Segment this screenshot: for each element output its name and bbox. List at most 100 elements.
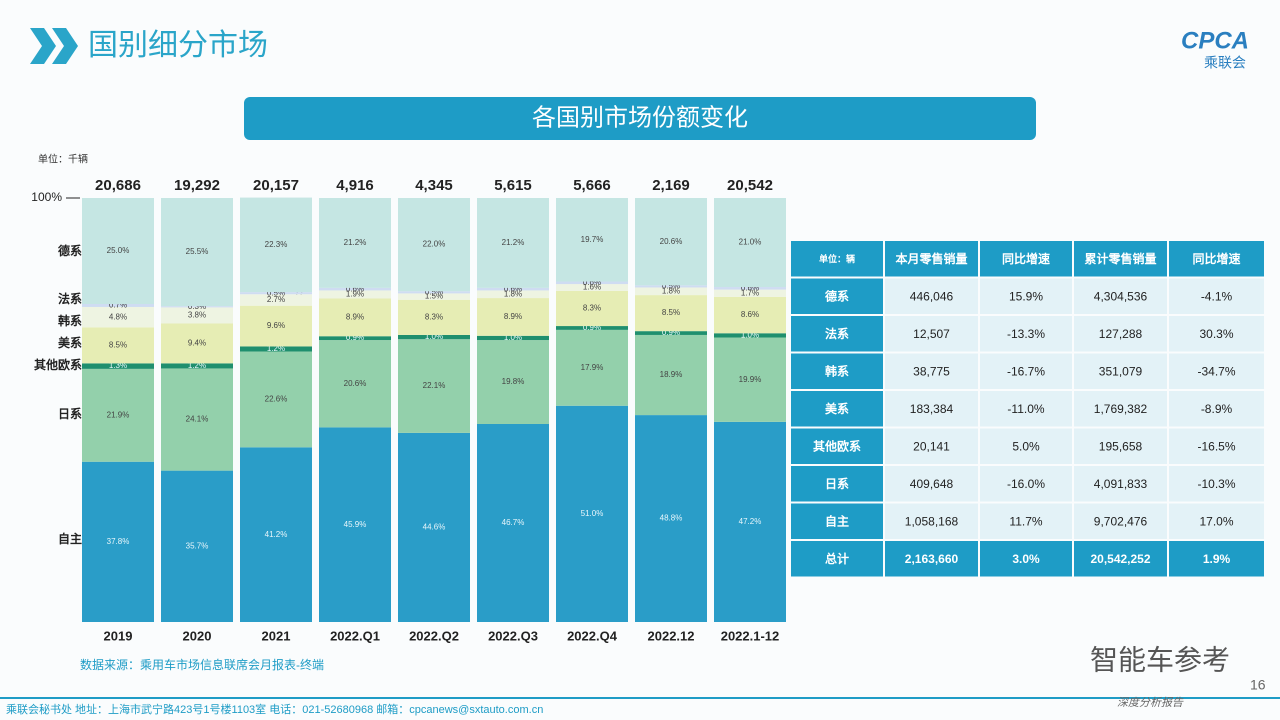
- data-label: 8.5%: [109, 340, 127, 349]
- bar-segment: [319, 287, 391, 291]
- data-label: 25.5%: [186, 247, 209, 256]
- x-tick-label: 2021: [262, 628, 291, 643]
- table-cell: [1074, 391, 1167, 427]
- bar-segment: [161, 323, 233, 364]
- x-tick-label: 2022.1-12: [721, 628, 780, 643]
- table-cell: [980, 391, 1072, 427]
- bar-segment: [714, 287, 786, 290]
- bar-segment: [161, 363, 233, 369]
- table-cell: [980, 316, 1072, 352]
- table-text: 同比增速: [1002, 251, 1050, 266]
- table-cell: [791, 503, 883, 539]
- data-label: 51.0%: [581, 509, 604, 518]
- bar-segment: [161, 198, 233, 307]
- data-label: 45.9%: [344, 520, 367, 529]
- data-label: 19.9%: [739, 375, 762, 384]
- bar-segment: [240, 294, 312, 306]
- table-text: 其他欧系: [813, 438, 861, 453]
- data-label: 0.5%: [267, 288, 285, 297]
- data-label: 9.4%: [188, 339, 206, 348]
- table-cell: [791, 241, 883, 277]
- bar-segment: [161, 307, 233, 324]
- table-text: 美系: [825, 401, 849, 416]
- bar-segment: [240, 305, 312, 347]
- table-cell: [791, 541, 883, 577]
- bar-segment: [161, 306, 233, 308]
- legend-label: 韩系: [58, 313, 82, 328]
- data-label: 0.7%: [109, 301, 127, 310]
- table-cell: [885, 428, 978, 464]
- table-text: 日系: [825, 476, 849, 491]
- table-cell: [791, 428, 883, 464]
- table-cell: [791, 391, 883, 427]
- table-cell: [980, 466, 1072, 502]
- x-tick-label: 2022.Q1: [330, 628, 380, 643]
- data-label: 0.6%: [583, 278, 601, 287]
- table-text: 本月零售销量: [895, 251, 967, 266]
- data-label: 0.5%: [662, 282, 680, 291]
- data-label: 18.9%: [660, 370, 683, 379]
- table-cell: [885, 466, 978, 502]
- table-text: 4,091,833: [1094, 477, 1148, 491]
- table-cell: [885, 241, 978, 277]
- total-label: 4,916: [336, 177, 374, 194]
- logo-sub: 乘联会: [1204, 55, 1246, 71]
- footer-report: 深度分析报告: [1117, 696, 1184, 709]
- table-cell: [1074, 353, 1167, 389]
- bar-segment: [635, 331, 707, 335]
- data-label: 22.3%: [265, 240, 288, 249]
- bar-segment: [556, 281, 628, 285]
- data-label: 1.5%: [425, 292, 443, 301]
- x-tick-label: 2022.Q2: [409, 628, 459, 643]
- table-cell: [980, 353, 1072, 389]
- table-cell: [885, 278, 978, 314]
- table-text: 409,648: [910, 477, 954, 491]
- footer-address: 乘联会秘书处 地址：上海市武宁路423号1号楼1103室 电话：021-5268…: [6, 702, 543, 716]
- y-tick-label: 100%: [31, 190, 62, 204]
- source: 数据来源：乘用车市场信息联席会月报表-终端: [80, 657, 324, 672]
- total-label: 5,615: [494, 177, 532, 194]
- table-text: -8.9%: [1201, 402, 1233, 416]
- total-label: 2,169: [652, 177, 690, 194]
- bar-segment: [556, 405, 628, 622]
- data-label: 20.6%: [660, 237, 683, 246]
- chart-title: 各国别市场份额变化: [532, 104, 748, 131]
- data-label: 2.7%: [267, 295, 285, 304]
- table-cell: [1074, 316, 1167, 352]
- table-text: -11.0%: [1007, 402, 1044, 416]
- table-text: 127,288: [1099, 327, 1143, 341]
- total-label: 20,686: [95, 177, 141, 194]
- table-cell: [1169, 241, 1264, 277]
- bar-segment: [635, 295, 707, 332]
- bar-segment: [398, 299, 470, 335]
- table-cell: [1169, 353, 1264, 389]
- data-label: 37.8%: [107, 537, 130, 546]
- bar-segment: [477, 340, 549, 424]
- table-cell: [885, 541, 978, 577]
- table-cell: [1074, 466, 1167, 502]
- x-tick-label: 2020: [183, 628, 212, 643]
- logo: CPCA: [1181, 27, 1249, 54]
- data-label: 1.7%: [741, 288, 759, 297]
- bar-segment: [556, 329, 628, 406]
- table-text: 446,046: [910, 289, 954, 303]
- table-cell: [791, 353, 883, 389]
- bar-segment: [82, 363, 154, 369]
- bar-segment: [240, 346, 312, 352]
- data-label: 20.6%: [344, 379, 367, 388]
- table-cell: [1074, 278, 1167, 314]
- table-text: 法系: [825, 326, 849, 341]
- chart-banner: [244, 97, 1036, 140]
- data-label: 8.6%: [741, 310, 759, 319]
- data-label: 4.8%: [109, 312, 127, 321]
- table-text: 4,304,536: [1094, 289, 1148, 303]
- data-label: 25.0%: [107, 246, 130, 255]
- table-text: 11.7%: [1009, 514, 1042, 528]
- title-arrow: [30, 28, 56, 64]
- bar-segment: [398, 339, 470, 433]
- table-cell: [1169, 541, 1264, 577]
- table-cell: [980, 278, 1072, 314]
- bar-segment: [240, 292, 312, 295]
- legend-label: 法系: [58, 291, 82, 306]
